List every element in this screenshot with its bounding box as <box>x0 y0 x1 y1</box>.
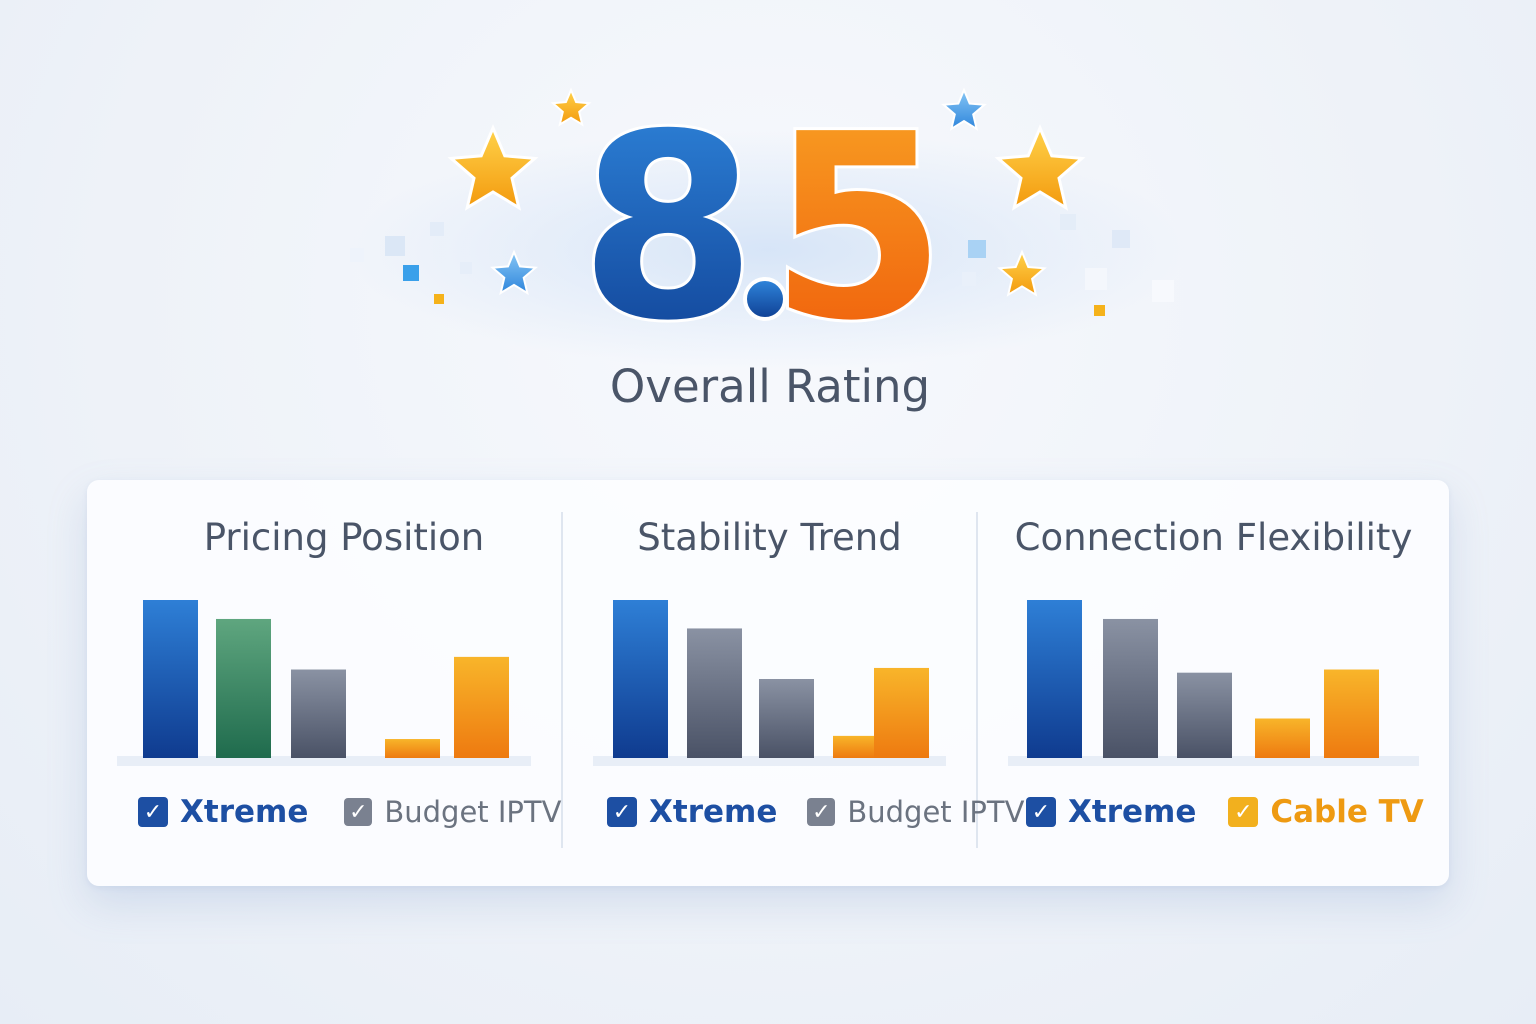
chart-legend: ✓ Xtreme ✓ Budget IPTV <box>138 794 561 830</box>
legend-label: Cable TV <box>1270 794 1424 830</box>
legend-item-budget-iptv[interactable]: ✓ Budget IPTV <box>344 795 561 829</box>
star-icon <box>490 249 538 296</box>
chart-baseline <box>1008 756 1419 766</box>
bar-2 <box>216 618 271 758</box>
legend-item-xtreme[interactable]: ✓ Xtreme <box>138 794 308 830</box>
chart-title: Pricing Position <box>203 516 485 559</box>
chart-panel-stability: Stability Trend ✓ Xtreme ✓ Budget IPTV <box>563 480 1024 886</box>
rating-hero: 8 5 Overall Rating <box>348 77 1188 413</box>
bar-3 <box>291 669 346 758</box>
bar-4 <box>385 739 440 758</box>
legend-item-budget-iptv[interactable]: ✓ Budget IPTV <box>807 795 1024 829</box>
legend-label: Budget IPTV <box>384 795 562 829</box>
star-icon <box>994 124 1086 211</box>
bar-2 <box>1103 618 1158 758</box>
bar-4 <box>1255 718 1310 758</box>
bar-2 <box>687 628 742 758</box>
legend-label: Budget IPTV <box>847 795 1025 829</box>
bar-chart-pricing <box>117 600 531 766</box>
star-icon <box>941 87 987 131</box>
legend-label: Xtreme <box>180 794 309 830</box>
legend-item-cable-tv[interactable]: ✓ Cable TV <box>1228 794 1424 830</box>
checkbox-checked-icon[interactable]: ✓ <box>1026 797 1056 827</box>
rating-integer: 8 <box>579 80 756 377</box>
bar-5 <box>1324 669 1379 758</box>
rating-fraction: 5 <box>769 80 946 377</box>
star-icon <box>550 87 592 127</box>
checkbox-checked-icon[interactable]: ✓ <box>138 797 168 827</box>
panel-divider <box>976 512 978 848</box>
checkbox-checked-icon[interactable]: ✓ <box>344 798 373 826</box>
rating-label: Overall Rating <box>610 360 930 413</box>
pixel-decoration <box>350 214 1174 316</box>
bar-1 <box>613 600 668 758</box>
rating-decimal-point <box>743 277 787 321</box>
bar-5 <box>454 656 509 758</box>
chart-baseline <box>593 756 946 766</box>
bar-3 <box>759 679 814 758</box>
checkbox-checked-icon[interactable]: ✓ <box>607 797 637 827</box>
chart-baseline <box>117 756 531 766</box>
comparison-card: Pricing Position ✓ Xtreme ✓ Budget IPTV … <box>87 480 1449 886</box>
legend-item-xtreme[interactable]: ✓ Xtreme <box>1026 794 1196 830</box>
chart-panel-connection: Connection Flexibility ✓ Xtreme ✓ Cable … <box>978 480 1449 886</box>
star-icon <box>997 249 1047 297</box>
bar-chart-stability <box>593 600 946 766</box>
legend-item-xtreme[interactable]: ✓ Xtreme <box>607 794 777 830</box>
bar-1 <box>1027 600 1082 758</box>
checkbox-checked-icon[interactable]: ✓ <box>807 798 836 826</box>
bar-5 <box>874 667 929 758</box>
chart-legend: ✓ Xtreme ✓ Budget IPTV <box>607 794 1024 830</box>
chart-legend: ✓ Xtreme ✓ Cable TV <box>1026 794 1424 830</box>
chart-title: Stability Trend <box>637 516 902 559</box>
panel-divider <box>561 512 563 848</box>
chart-panel-pricing: Pricing Position ✓ Xtreme ✓ Budget IPTV <box>87 480 561 886</box>
checkbox-checked-icon[interactable]: ✓ <box>1228 797 1259 827</box>
bar-1 <box>143 600 198 758</box>
bar-3 <box>1177 672 1232 758</box>
legend-label: Xtreme <box>649 794 778 830</box>
chart-title: Connection Flexibility <box>1014 516 1413 559</box>
legend-label: Xtreme <box>1068 794 1197 830</box>
star-icon <box>447 124 539 211</box>
rating-glow <box>348 130 1188 370</box>
bar-chart-connection <box>1008 600 1419 766</box>
